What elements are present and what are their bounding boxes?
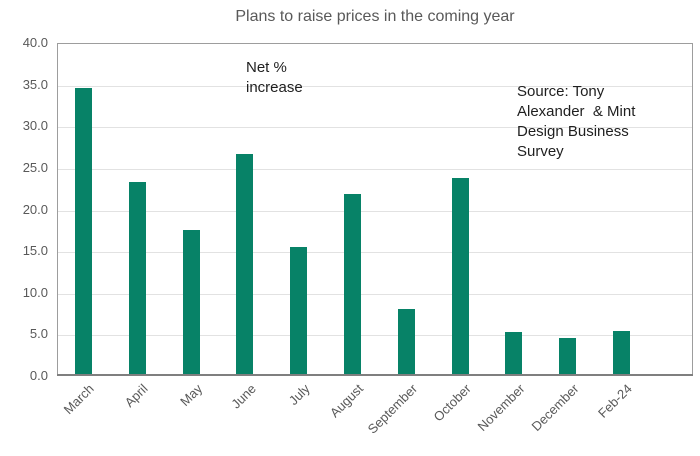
bar-april [128, 181, 146, 375]
gridline [58, 252, 692, 254]
x-axis-tick-label: July [285, 381, 313, 408]
y-axis-tick-label: 10.0 [22, 284, 48, 300]
x-axis-tick-label: August [326, 381, 367, 421]
chart-title: Plans to raise prices in the coming year [235, 8, 515, 25]
x-axis-tick-label: June [227, 381, 259, 412]
gridline [58, 210, 692, 212]
y-axis-tick-label: 20.0 [22, 201, 48, 217]
x-axis-tick-label: April [121, 381, 151, 411]
bar-december [559, 338, 577, 375]
gridline [58, 335, 692, 337]
y-axis-tick-label: 30.0 [22, 118, 48, 134]
gridline [58, 168, 692, 170]
x-axis-line [57, 374, 693, 376]
bar-august [344, 194, 361, 375]
y-axis-tick-label: 40.0 [22, 35, 48, 50]
x-axis-tick-label: March [60, 381, 98, 418]
bar-june [236, 154, 254, 375]
plot-area [57, 43, 693, 376]
bar-july [290, 246, 308, 375]
gridline [58, 85, 692, 87]
x-axis-tick-label: Feb-24 [595, 381, 636, 421]
bar-november [505, 331, 523, 375]
y-axis-tick-label: 5.0 [29, 326, 48, 342]
net-increase-annotation: Net % increase [246, 59, 303, 96]
x-axis-tick-label: May [176, 381, 205, 409]
y-axis-tick-label: 25.0 [22, 159, 48, 175]
gridline [58, 127, 692, 129]
y-axis-tick-label: 0.0 [29, 368, 48, 383]
y-axis-tick-label: 35.0 [22, 76, 48, 92]
source-annotation: Source: Tony Alexander & Mint Design Bus… [517, 83, 636, 160]
bar-may [182, 230, 200, 375]
x-axis-tick-label: October [430, 381, 474, 425]
bar-october [451, 177, 469, 375]
x-axis-tick-label: September [364, 381, 420, 437]
bar-september [397, 309, 415, 375]
x-axis-tick-label: December [528, 381, 582, 435]
bar-march [75, 87, 92, 375]
x-axis-tick-label: November [474, 381, 528, 435]
y-axis-tick-label: 15.0 [22, 243, 48, 259]
bar-feb-24 [613, 330, 630, 375]
gridline [58, 293, 692, 295]
